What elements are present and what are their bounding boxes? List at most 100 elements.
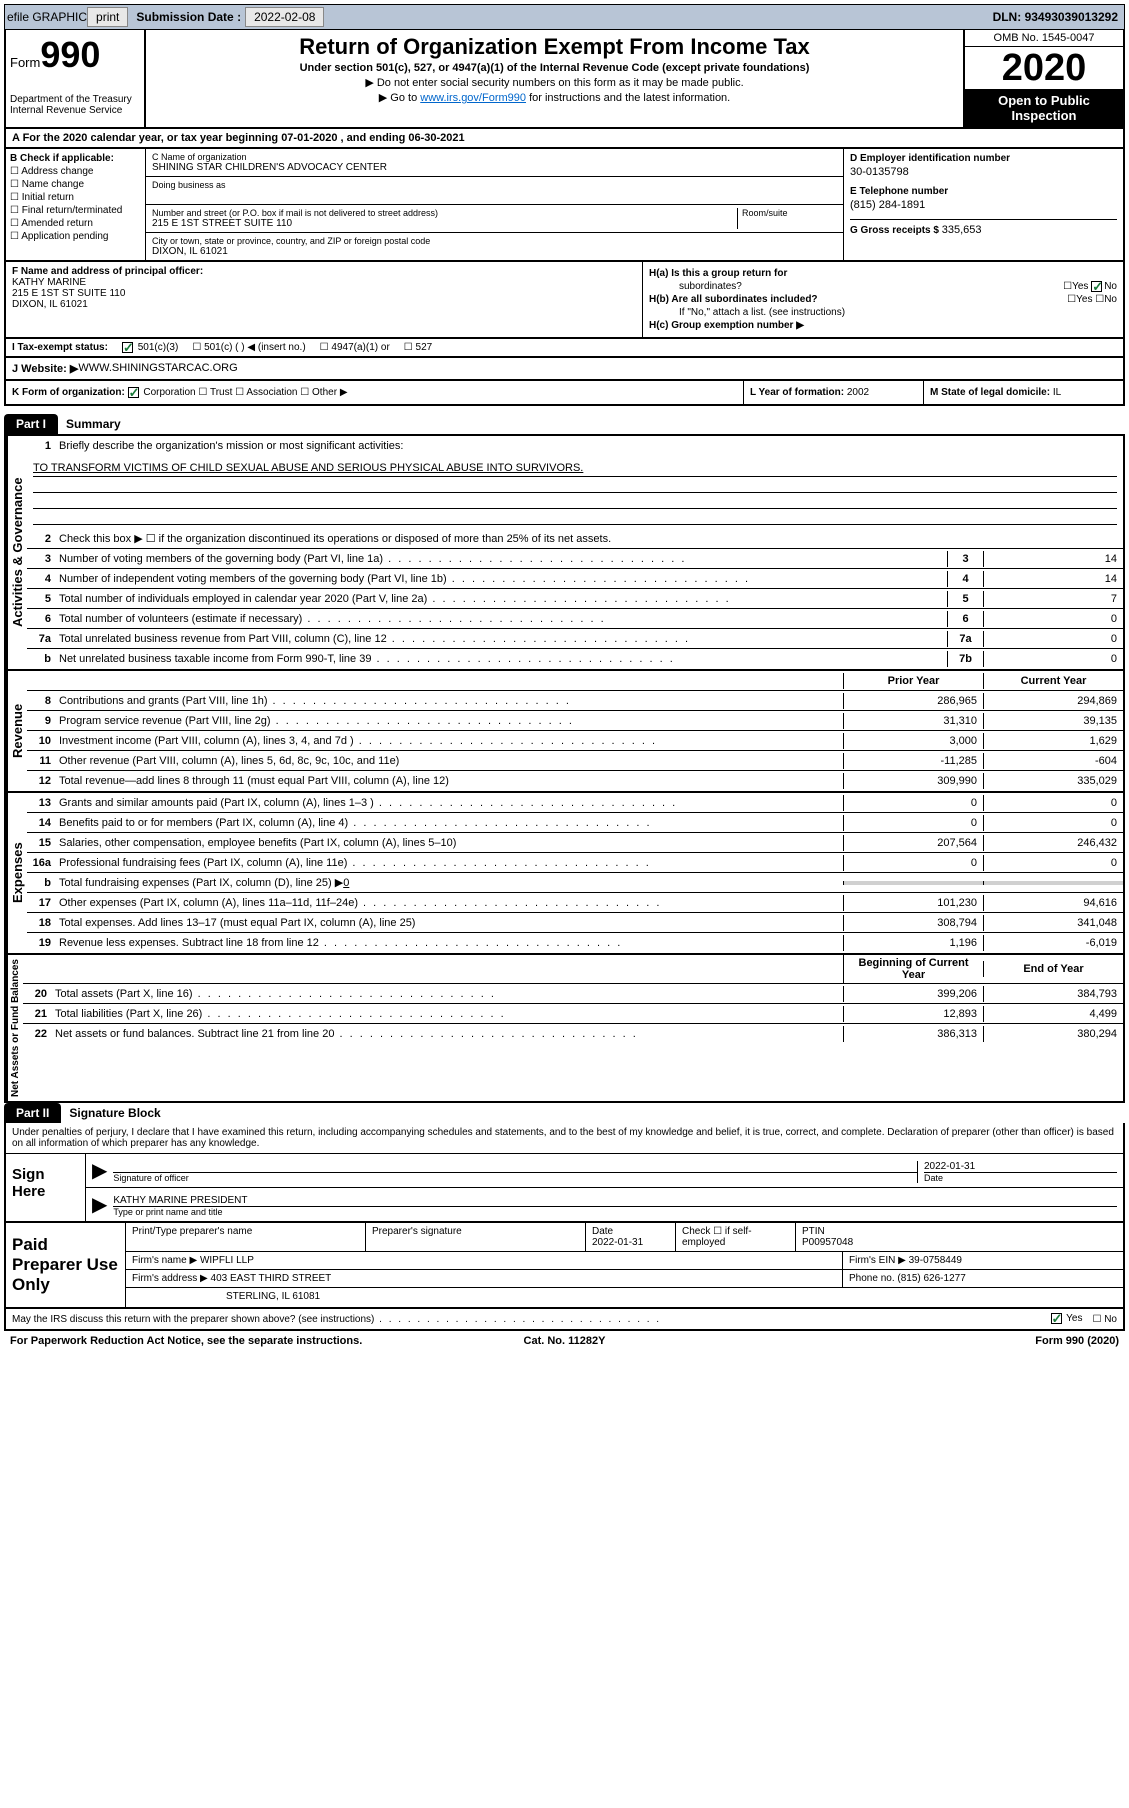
officer-info: F Name and address of principal officer:… [6, 262, 643, 337]
part-ii-header: Part II Signature Block [4, 1103, 1125, 1123]
form-number: Form990 [10, 34, 140, 76]
b-label: B Check if applicable: [10, 153, 141, 164]
entity-block: B Check if applicable: ☐ Address change … [4, 149, 1125, 262]
header-center: Return of Organization Exempt From Incom… [146, 30, 963, 127]
line-7b: Net unrelated business taxable income fr… [55, 651, 947, 667]
chk-501c-other[interactable]: ☐ 501(c) ( ) ◀ (insert no.) [192, 342, 305, 353]
chk-association[interactable]: ☐ Association [235, 387, 297, 398]
gross-receipts: 335,653 [942, 224, 982, 236]
page-footer: For Paperwork Reduction Act Notice, see … [4, 1331, 1125, 1351]
line-21: Total liabilities (Part X, line 26) [51, 1006, 843, 1022]
form-footer: Form 990 (2020) [749, 1335, 1119, 1347]
line-5: Total number of individuals employed in … [55, 591, 947, 607]
dln: DLN: 93493039013292 [993, 10, 1122, 24]
form-header: Form990 Department of the Treasury Inter… [4, 30, 1125, 129]
ein: 30-0135798 [850, 166, 1117, 178]
chk-501c3[interactable]: 501(c)(3) [122, 342, 178, 353]
street-address: 215 E 1ST STREET SUITE 110 [152, 218, 737, 229]
city-row: City or town, state or province, country… [146, 233, 843, 260]
officer-signature-line: ▶ Signature of officer 2022-01-31Date [86, 1154, 1123, 1188]
website-url: WWW.SHININGSTARCAC.ORG [78, 362, 237, 375]
omb-number: OMB No. 1545-0047 [965, 30, 1123, 47]
open-inspection: Open to PublicInspection [965, 89, 1123, 127]
officer-addr1: 215 E 1ST ST SUITE 110 [12, 288, 636, 299]
mission-description: TO TRANSFORM VICTIMS OF CHILD SEXUAL ABU… [27, 456, 1123, 529]
group-return-info: H(a) Is this a group return for subordin… [643, 262, 1123, 337]
section-b-checkboxes: B Check if applicable: ☐ Address change … [6, 149, 146, 260]
website-row: J Website: ▶ WWW.SHININGSTARCAC.ORG [4, 358, 1125, 381]
submission-date-value: 2022-02-08 [245, 7, 324, 27]
paid-preparer-block: Paid Preparer Use Only Print/Type prepar… [6, 1221, 1123, 1307]
line-16a: Professional fundraising fees (Part IX, … [55, 855, 843, 871]
line-9: Program service revenue (Part VIII, line… [55, 713, 843, 729]
line-17: Other expenses (Part IX, column (A), lin… [55, 895, 843, 911]
irs-label: Internal Revenue Service [10, 105, 140, 116]
header-right: OMB No. 1545-0047 2020 Open to PublicIns… [963, 30, 1123, 127]
line-22: Net assets or fund balances. Subtract li… [51, 1026, 843, 1042]
line-19: Revenue less expenses. Subtract line 18 … [55, 935, 843, 951]
officer-name-line: ▶ KATHY MARINE PRESIDENTType or print na… [86, 1188, 1123, 1221]
ptin: P00957048 [802, 1237, 853, 1248]
line-18: Total expenses. Add lines 13–17 (must eq… [55, 915, 843, 931]
org-name-row: C Name of organization SHINING STAR CHIL… [146, 149, 843, 177]
line-12: Total revenue—add lines 8 through 11 (mu… [55, 773, 843, 789]
tax-exempt-status: I Tax-exempt status: 501(c)(3) ☐ 501(c) … [4, 339, 1125, 358]
entity-right: D Employer identification number 30-0135… [843, 149, 1123, 260]
header-left: Form990 Department of the Treasury Inter… [6, 30, 146, 127]
vert-revenue: Revenue [6, 671, 27, 791]
entity-mid: C Name of organization SHINING STAR CHIL… [146, 149, 843, 260]
line-3: Number of voting members of the governin… [55, 551, 947, 567]
state-domicile: IL [1053, 387, 1061, 398]
cat-no: Cat. No. 11282Y [380, 1335, 750, 1347]
line-15: Salaries, other compensation, employee b… [55, 835, 843, 851]
year-formation: 2002 [847, 387, 869, 398]
irs-link[interactable]: www.irs.gov/Form990 [420, 92, 526, 104]
line-2: Check this box ▶ ☐ if the organization d… [55, 530, 1123, 547]
officer-addr2: DIXON, IL 61021 [12, 299, 636, 310]
submission-date-label: Submission Date : [136, 10, 241, 24]
instr-ssn: ▶ Do not enter social security numbers o… [154, 76, 955, 89]
discuss-no[interactable]: ☐ No [1092, 1314, 1117, 1325]
chk-name-change[interactable]: ☐ Name change [10, 179, 141, 190]
form-subtitle: Under section 501(c), 527, or 4947(a)(1)… [154, 62, 955, 74]
discuss-yes[interactable]: Yes [1051, 1313, 1083, 1324]
line-14: Benefits paid to or for members (Part IX… [55, 815, 843, 831]
line-4: Number of independent voting members of … [55, 571, 947, 587]
line-8: Contributions and grants (Part VIII, lin… [55, 693, 843, 709]
signature-block: Under penalties of perjury, I declare th… [4, 1123, 1125, 1309]
firm-phone: (815) 626-1277 [897, 1273, 965, 1284]
part-i-header: Part I Summary [4, 414, 1125, 434]
tax-year-line: A For the 2020 calendar year, or tax yea… [4, 129, 1125, 149]
print-button[interactable]: print [87, 7, 128, 27]
dba-row: Doing business as [146, 177, 843, 205]
chk-4947[interactable]: ☐ 4947(a)(1) or [320, 342, 390, 353]
line-11: Other revenue (Part VIII, column (A), li… [55, 753, 843, 769]
chk-other[interactable]: ☐ Other ▶ [300, 387, 347, 398]
chk-address-change[interactable]: ☐ Address change [10, 166, 141, 177]
address-row: Number and street (or P.O. box if mail i… [146, 205, 843, 233]
vert-net-assets: Net Assets or Fund Balances [6, 955, 23, 1101]
k-row: K Form of organization: Corporation ☐ Tr… [4, 381, 1125, 406]
vert-governance: Activities & Governance [6, 436, 27, 669]
efile-label: efile GRAPHIC [7, 10, 87, 24]
org-name: SHINING STAR CHILDREN'S ADVOCACY CENTER [152, 162, 837, 173]
top-bar: efile GRAPHIC print Submission Date : 20… [4, 4, 1125, 30]
chk-application-pending[interactable]: ☐ Application pending [10, 231, 141, 242]
firm-name: WIPFLI LLP [200, 1255, 254, 1266]
line-7a: Total unrelated business revenue from Pa… [55, 631, 947, 647]
sign-here-label: Sign Here [6, 1154, 86, 1221]
ha-no-checkbox[interactable] [1091, 281, 1102, 292]
chk-corporation[interactable]: Corporation [128, 387, 196, 398]
chk-527[interactable]: ☐ 527 [404, 342, 432, 353]
dept-treasury: Department of the Treasury [10, 94, 140, 105]
chk-final-return[interactable]: ☐ Final return/terminated [10, 205, 141, 216]
tax-year: 2020 [965, 47, 1123, 89]
chk-amended-return[interactable]: ☐ Amended return [10, 218, 141, 229]
chk-initial-return[interactable]: ☐ Initial return [10, 192, 141, 203]
line-6: Total number of volunteers (estimate if … [55, 611, 947, 627]
chk-trust[interactable]: ☐ Trust [198, 387, 232, 398]
firm-addr: 403 EAST THIRD STREET [211, 1273, 332, 1284]
firm-addr2: STERLING, IL 61081 [126, 1288, 1123, 1305]
vert-expenses: Expenses [6, 793, 27, 953]
form-990-page: efile GRAPHIC print Submission Date : 20… [0, 0, 1129, 1355]
